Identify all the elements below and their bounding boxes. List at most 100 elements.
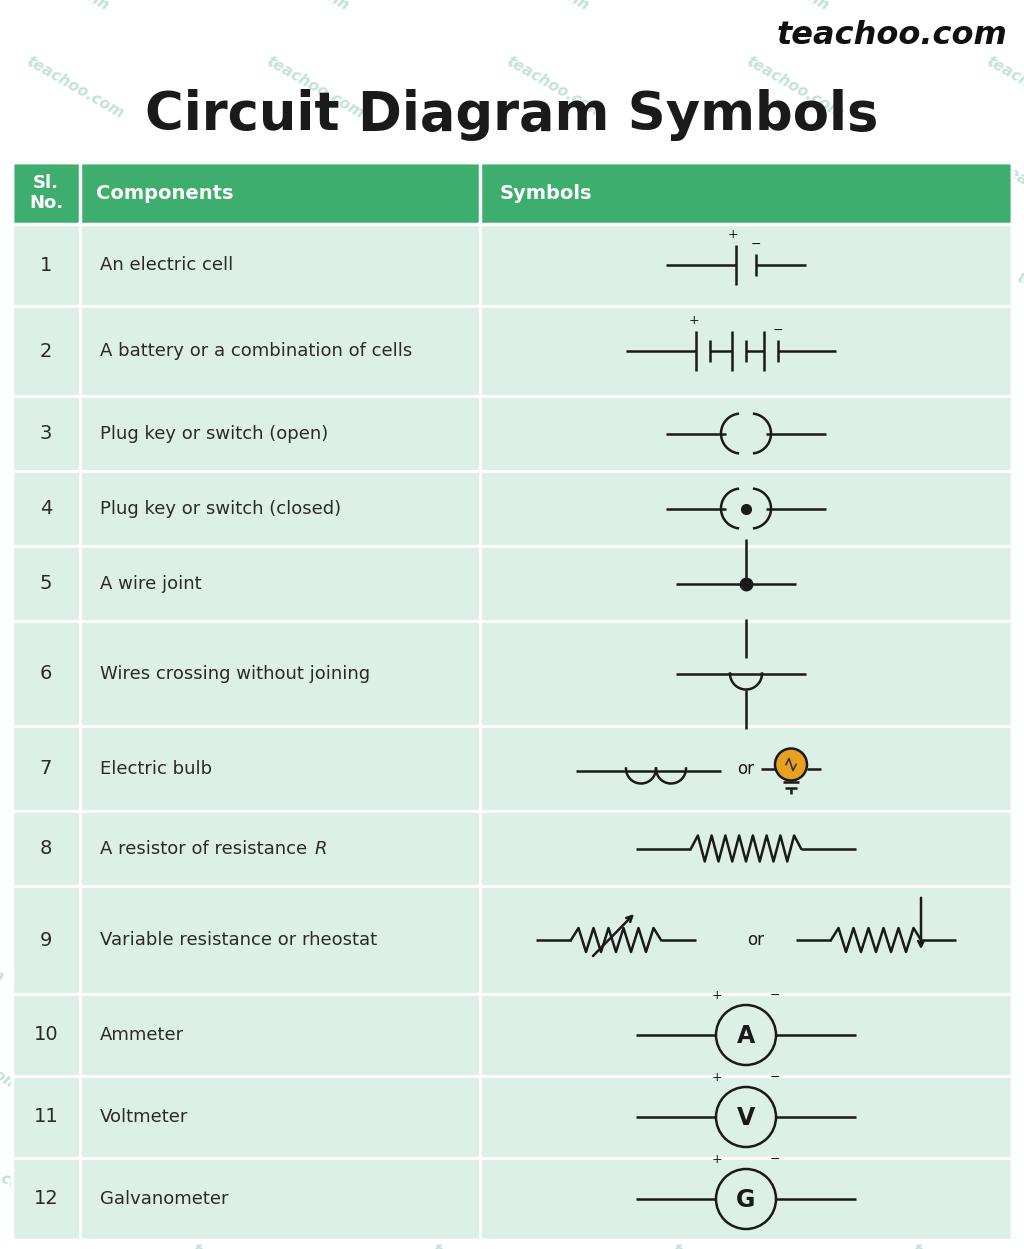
Text: teachoo.com: teachoo.com: [353, 702, 457, 769]
Text: teachoo.com: teachoo.com: [759, 162, 861, 230]
Text: teachoo.com: teachoo.com: [398, 1025, 502, 1094]
Text: 6: 6: [40, 664, 52, 683]
Text: teachoo.com: teachoo.com: [324, 486, 426, 555]
Text: −: −: [770, 1070, 780, 1084]
Text: teachoo.com: teachoo.com: [129, 811, 231, 878]
Bar: [12, 726, 1012, 811]
Text: teachoo.com: teachoo.com: [369, 811, 471, 878]
Text: +: +: [712, 1070, 722, 1084]
Text: G: G: [736, 1188, 756, 1212]
Text: teachoo.com: teachoo.com: [188, 1242, 291, 1249]
Text: teachoo.com: teachoo.com: [0, 918, 6, 985]
Text: teachoo.com: teachoo.com: [174, 1134, 276, 1202]
Text: 1: 1: [40, 256, 52, 275]
Text: teachoo.com: teachoo.com: [159, 1025, 261, 1094]
Text: teachoo.com: teachoo.com: [384, 918, 486, 985]
Text: Sl.
No.: Sl. No.: [29, 174, 63, 212]
Text: A wire joint: A wire joint: [100, 575, 202, 592]
Text: Circuit Diagram Symbols: Circuit Diagram Symbols: [145, 89, 879, 141]
Text: teachoo.com: teachoo.com: [24, 54, 126, 122]
Text: teachoo.com: teachoo.com: [0, 1134, 36, 1202]
Text: teachoo.com: teachoo.com: [263, 54, 367, 122]
Bar: [12, 162, 1012, 224]
Text: Electric bulb: Electric bulb: [100, 759, 212, 777]
Text: teachoo.com: teachoo.com: [563, 486, 667, 555]
Text: +: +: [728, 229, 738, 241]
Text: 11: 11: [34, 1108, 58, 1127]
Text: or: or: [737, 759, 755, 777]
Text: teachoo.com: teachoo.com: [249, 0, 351, 14]
Text: teachoo.com: teachoo.com: [998, 162, 1024, 230]
Text: +: +: [712, 989, 722, 1002]
Text: teachoo.com: teachoo.com: [488, 0, 591, 14]
Text: teachoo.com: teachoo.com: [143, 918, 247, 985]
Text: teachoo.com: teachoo.com: [969, 0, 1024, 14]
Text: teachoo.com: teachoo.com: [339, 595, 441, 662]
Text: teachoo.com: teachoo.com: [984, 54, 1024, 122]
Text: Wires crossing without joining: Wires crossing without joining: [100, 664, 370, 682]
Text: teachoo.com: teachoo.com: [549, 378, 651, 446]
Text: A: A: [737, 1024, 755, 1048]
Text: 4: 4: [40, 500, 52, 518]
Bar: [12, 471, 1012, 546]
Text: Variable resistance or rheostat: Variable resistance or rheostat: [100, 931, 377, 949]
Text: teachoo.com: teachoo.com: [804, 486, 906, 555]
Text: teachoo.com: teachoo.com: [653, 1134, 757, 1202]
Text: 9: 9: [40, 931, 52, 949]
Text: 5: 5: [40, 575, 52, 593]
Text: 7: 7: [40, 759, 52, 778]
Text: teachoo.com: teachoo.com: [84, 486, 186, 555]
Text: teachoo.com: teachoo.com: [39, 162, 141, 230]
Text: 8: 8: [40, 839, 52, 858]
Text: 2: 2: [40, 341, 52, 361]
Text: teachoo.com: teachoo.com: [429, 1242, 531, 1249]
Text: 10: 10: [34, 1025, 58, 1044]
Text: teachoo.com: teachoo.com: [519, 162, 622, 230]
Text: −: −: [751, 239, 761, 251]
Text: teachoo.com: teachoo.com: [98, 595, 202, 662]
Text: teachoo.com: teachoo.com: [1014, 270, 1024, 338]
Text: V: V: [737, 1107, 755, 1130]
Bar: [12, 306, 1012, 396]
Text: or: or: [748, 931, 765, 949]
Text: teachoo.com: teachoo.com: [608, 811, 712, 878]
Text: teachoo.com: teachoo.com: [279, 162, 381, 230]
Text: teachoo.com: teachoo.com: [818, 595, 922, 662]
Text: A battery or a combination of cells: A battery or a combination of cells: [100, 342, 413, 360]
Text: teachoo.com: teachoo.com: [849, 811, 951, 878]
Text: −: −: [770, 989, 780, 1002]
Text: teachoo.com: teachoo.com: [594, 702, 696, 769]
Text: −: −: [770, 1153, 780, 1167]
Text: Voltmeter: Voltmeter: [100, 1108, 188, 1127]
Text: −: −: [773, 323, 783, 337]
Text: teachoo.com: teachoo.com: [729, 0, 831, 14]
Text: A resistor of resistance: A resistor of resistance: [100, 839, 313, 858]
Text: teachoo.com: teachoo.com: [777, 20, 1008, 50]
Text: teachoo.com: teachoo.com: [624, 918, 726, 985]
Text: Galvanometer: Galvanometer: [100, 1190, 228, 1208]
Bar: [12, 162, 1012, 1240]
Text: teachoo.com: teachoo.com: [894, 1134, 996, 1202]
Text: teachoo.com: teachoo.com: [534, 270, 636, 338]
Text: teachoo.com: teachoo.com: [879, 1025, 981, 1094]
Bar: [12, 621, 1012, 726]
Text: teachoo.com: teachoo.com: [834, 702, 936, 769]
Text: +: +: [712, 1153, 722, 1167]
Bar: [12, 886, 1012, 994]
Text: Symbols: Symbols: [500, 184, 593, 202]
Text: teachoo.com: teachoo.com: [294, 270, 396, 338]
Bar: [12, 396, 1012, 471]
Text: teachoo.com: teachoo.com: [639, 1025, 741, 1094]
Text: +: +: [689, 313, 699, 327]
Text: Plug key or switch (closed): Plug key or switch (closed): [100, 500, 341, 517]
Text: teachoo.com: teachoo.com: [114, 702, 216, 769]
Text: teachoo.com: teachoo.com: [0, 1025, 22, 1094]
Bar: [12, 1075, 1012, 1158]
Text: teachoo.com: teachoo.com: [908, 1242, 1012, 1249]
Text: teachoo.com: teachoo.com: [774, 270, 877, 338]
Text: teachoo.com: teachoo.com: [579, 595, 681, 662]
Text: Components: Components: [96, 184, 233, 202]
Text: teachoo.com: teachoo.com: [69, 378, 171, 446]
Text: teachoo.com: teachoo.com: [743, 54, 846, 122]
Bar: [12, 994, 1012, 1075]
